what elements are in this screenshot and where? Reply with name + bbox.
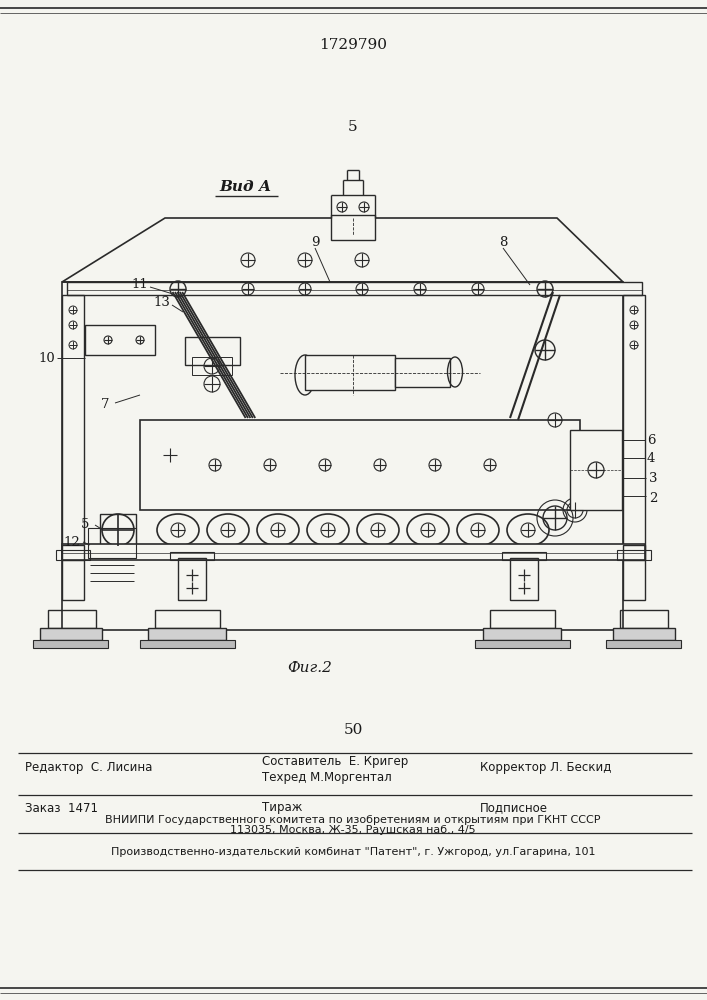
Bar [62,544,645,560]
Ellipse shape [507,514,549,546]
Text: Вид А: Вид А [219,180,271,194]
Text: Техред М.Моргентал: Техред М.Моргентал [262,772,392,784]
Bar [148,628,226,640]
Bar [62,282,623,630]
Bar [623,545,645,600]
Text: Подписное: Подписное [480,802,548,814]
Text: 13: 13 [153,296,170,310]
Bar [178,558,206,600]
Ellipse shape [295,355,315,395]
Text: 113035, Москва, Ж-35, Раушская наб., 4/5: 113035, Москва, Ж-35, Раушская наб., 4/5 [230,825,476,835]
Text: Производственно-издательский комбинат "Патент", г. Ужгород, ул.Гагарина, 101: Производственно-издательский комбинат "П… [111,847,595,857]
Text: 5: 5 [348,120,358,134]
Bar [56,550,90,560]
Bar [510,558,538,600]
Text: Тираж: Тираж [262,802,303,814]
Text: ВНИИПИ Государственного комитета по изобретениям и открытиям при ГКНТ СССР: ВНИИПИ Государственного комитета по изоб… [105,815,601,825]
Bar [475,640,570,648]
Text: 7: 7 [101,398,110,412]
Bar [483,628,561,640]
Text: 50: 50 [344,723,363,737]
Text: 12: 12 [64,536,81,550]
Text: 3: 3 [649,472,658,485]
Bar [62,295,84,560]
Bar [305,355,395,390]
Bar [67,282,642,295]
Ellipse shape [257,514,299,546]
Ellipse shape [457,514,499,546]
Ellipse shape [357,514,399,546]
Ellipse shape [307,514,349,546]
Text: 8: 8 [499,236,507,249]
Ellipse shape [207,514,249,546]
Bar [331,215,375,240]
Bar [33,640,108,648]
Text: Корректор Л. Бескид: Корректор Л. Бескид [480,762,612,774]
Bar [606,640,681,648]
Bar [185,337,240,365]
Bar [623,295,645,560]
Bar [192,357,232,375]
Text: 11: 11 [132,278,148,292]
Bar [613,628,675,640]
Text: 10: 10 [39,352,55,364]
Bar [170,552,214,560]
Bar [85,325,155,355]
Bar [48,610,96,628]
Bar [88,528,136,558]
Bar [502,552,546,560]
Text: 4: 4 [647,452,655,464]
Ellipse shape [407,514,449,546]
Text: 9: 9 [311,235,320,248]
Bar [140,420,580,510]
Text: Составитель  Е. Кригер: Составитель Е. Кригер [262,754,408,768]
Ellipse shape [157,514,199,546]
Text: 6: 6 [647,434,655,446]
Bar [620,610,668,628]
Bar [155,610,220,628]
Text: 2: 2 [649,491,658,504]
Bar [140,640,235,648]
Bar [62,545,84,600]
Text: Редактор  С. Лисина: Редактор С. Лисина [25,762,153,774]
Bar [570,430,622,510]
Bar [490,610,555,628]
Text: 1729790: 1729790 [319,38,387,52]
Bar [395,358,450,387]
Bar [40,628,102,640]
Text: Фиг.2: Фиг.2 [288,661,332,675]
Bar [617,550,651,560]
Bar [100,514,136,550]
Text: Заказ  1471: Заказ 1471 [25,802,98,814]
Text: 5: 5 [81,518,89,532]
